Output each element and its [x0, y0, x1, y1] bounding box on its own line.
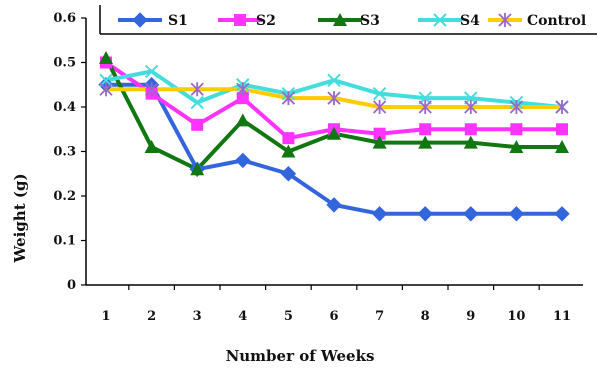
x-tick-label: 1: [101, 309, 110, 324]
data-point-s1: [554, 206, 570, 222]
data-point-s1: [235, 152, 251, 169]
x-tick-label: 8: [421, 309, 430, 324]
data-point-s3: [235, 113, 250, 127]
y-tick-label: 0.4: [53, 100, 76, 115]
x-tick-label: 4: [238, 309, 247, 324]
data-point-s3: [555, 140, 569, 154]
data-point-control: [464, 100, 478, 114]
data-point-s2: [191, 118, 204, 131]
data-point-control: [99, 82, 113, 97]
y-tick-label: 0: [67, 278, 76, 293]
data-point-s3: [190, 162, 205, 176]
y-tick-label: 0.6: [53, 11, 76, 26]
data-point-s1: [326, 197, 342, 213]
data-point-s1: [417, 206, 433, 222]
y-tick-label: 0.2: [53, 189, 76, 204]
data-point-s4: [372, 86, 387, 101]
legend-marker-s1: [132, 12, 148, 28]
legend-label-s4: S4: [460, 13, 480, 29]
x-tick-label: 2: [147, 309, 156, 324]
data-point-s4: [190, 95, 204, 110]
legend-label-s3: S3: [360, 13, 380, 29]
data-point-s2: [556, 123, 568, 136]
x-axis-title: Number of Weeks: [226, 347, 375, 365]
x-tick-label: 9: [466, 309, 475, 324]
x-tick-label: 7: [375, 309, 384, 324]
data-point-s3: [463, 135, 478, 149]
y-axis-title: Weight (g): [11, 173, 29, 263]
data-point-s3: [372, 135, 387, 149]
data-point-s3: [509, 140, 524, 154]
legend-marker-s2: [234, 14, 246, 26]
data-point-s4: [327, 73, 341, 88]
data-point-s2: [236, 92, 249, 105]
legend-label-control: Control: [527, 13, 586, 29]
legend-label-s1: S1: [168, 13, 188, 29]
data-point-s2: [510, 123, 523, 136]
data-point-s2: [373, 127, 386, 140]
x-tick-label: 3: [193, 309, 202, 324]
legend-marker-s4: [433, 13, 447, 27]
legend-marker-s3: [333, 13, 347, 26]
x-tick-label: 10: [507, 309, 525, 324]
data-point-s1: [508, 206, 525, 222]
data-point-s3: [327, 126, 341, 140]
series-line-s3: [104, 57, 562, 172]
data-point-s2: [419, 123, 432, 136]
data-point-s1: [280, 166, 297, 182]
data-point-s1: [463, 206, 479, 222]
data-point-s3: [281, 144, 296, 158]
x-tick-label: 11: [553, 309, 571, 324]
data-point-s4: [144, 64, 159, 79]
data-point-control: [418, 100, 432, 114]
data-point-s3: [144, 140, 159, 154]
data-point-control: [555, 100, 569, 114]
y-tick-label: 0.3: [53, 145, 76, 160]
data-point-control: [372, 100, 387, 114]
data-point-control: [509, 100, 524, 114]
data-point-control: [236, 82, 250, 97]
y-tick-label: 0.1: [53, 234, 76, 249]
legend: S1 S2 S3 S4 Control: [99, 5, 597, 35]
data-point-s1: [371, 206, 388, 222]
data-point-s2: [282, 132, 295, 145]
legend-label-s2: S2: [256, 13, 276, 29]
data-point-control: [190, 82, 204, 97]
data-point-control: [281, 91, 296, 106]
data-point-s3: [418, 135, 433, 149]
y-tick-label: 0.5: [53, 56, 76, 71]
plot-area: 0 0.1 0.2 0.3 0.4 0.5 0.6 1 2 3 4 5 6 7 8 9 10 11: [53, 11, 583, 324]
data-point-s3: [99, 51, 113, 65]
data-point-control: [327, 91, 341, 106]
data-point-s2: [464, 123, 477, 136]
x-tick-label: 6: [329, 309, 338, 324]
legend-marker-control: [498, 13, 512, 27]
x-tick-label: 5: [284, 309, 293, 324]
data-point-control: [144, 82, 159, 97]
